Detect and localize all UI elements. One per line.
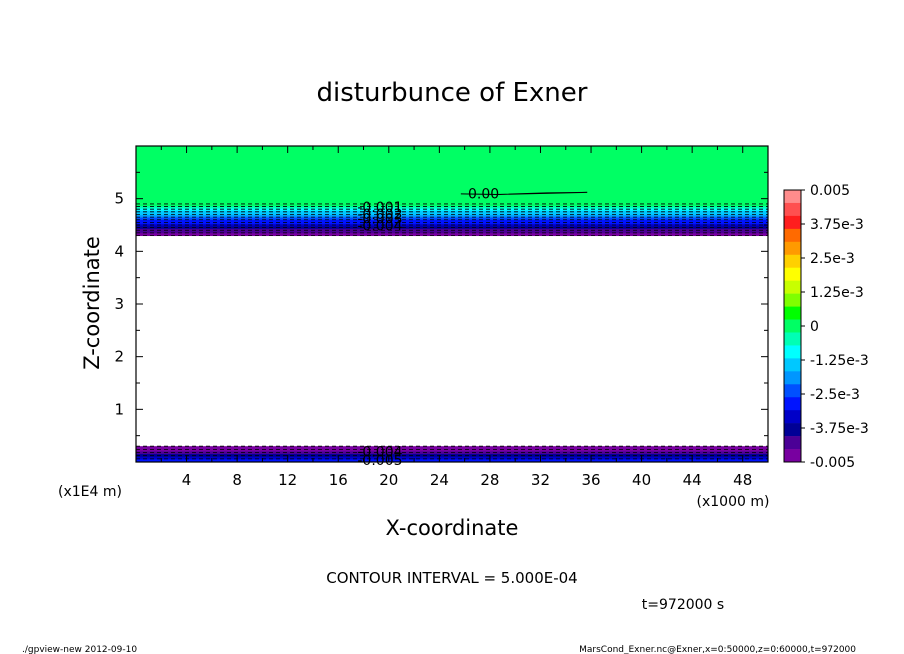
band-strip <box>136 456 768 460</box>
band-strip <box>136 203 768 207</box>
colorbar-swatch <box>784 319 801 333</box>
colorbar-swatch <box>784 280 801 294</box>
x-tick-label: 48 <box>733 471 752 489</box>
band-strip <box>136 224 768 228</box>
band-strip <box>136 221 768 225</box>
x-axis-label: X-coordinate <box>386 516 519 540</box>
y-tick-label: 4 <box>114 242 124 260</box>
x-tick-label: 24 <box>430 471 449 489</box>
colorbar-swatch <box>784 345 801 359</box>
x-tick-label: 12 <box>278 471 297 489</box>
colorbar-swatch <box>784 202 801 217</box>
band-strip <box>136 219 768 223</box>
y-tick-label: 5 <box>114 190 124 208</box>
x-axis-unit: (x1000 m) <box>697 494 770 510</box>
colorbar-tick-label: 0 <box>810 319 819 335</box>
colorbar-swatch <box>784 306 801 320</box>
colorbar-tick-label: -0.005 <box>810 455 855 471</box>
colorbar-tick-label: -2.5e-3 <box>810 387 860 403</box>
contour-label: 0.00 <box>468 186 499 202</box>
colorbar-swatch <box>784 397 801 411</box>
colorbar <box>783 189 802 463</box>
colorbar-swatch <box>784 358 801 372</box>
colorbar-swatch <box>784 449 801 463</box>
contour-line-zero <box>460 191 588 195</box>
y-axis-label: Z-coordinate <box>80 236 104 370</box>
band-strip <box>136 233 768 237</box>
colorbar-swatch <box>784 190 801 204</box>
colorbar-swatch <box>784 293 801 307</box>
colorbar-swatch <box>784 436 801 450</box>
colorbar-swatch <box>784 215 801 230</box>
band-strip <box>136 231 768 234</box>
y-tick-label: 1 <box>114 400 124 418</box>
colorbar-swatch <box>784 228 801 243</box>
x-axis: 4 8 12 16 20 24 28 32 36 40 44 48 <box>135 146 769 489</box>
contour-label: -0.002 <box>357 207 402 223</box>
colorbar-tick-label: 0.005 <box>810 183 850 199</box>
colorbar-swatch <box>784 384 801 398</box>
band-strip <box>136 446 768 450</box>
contour-label: -0.001 <box>357 200 402 216</box>
contour-label: -0.004 <box>357 445 402 461</box>
y-tick-label: 3 <box>114 295 124 313</box>
x-tick-label: 44 <box>683 471 702 489</box>
band-strip <box>136 217 768 221</box>
band-strip <box>136 146 768 204</box>
colorbar-swatch <box>784 332 801 346</box>
x-tick-label: 8 <box>232 471 242 489</box>
colorbar-swatch <box>784 371 801 385</box>
colorbar-swatch <box>784 241 801 256</box>
colorbar-swatch <box>784 410 801 424</box>
band-strip <box>136 448 768 452</box>
band-strip <box>136 451 768 455</box>
plot-area <box>135 145 769 463</box>
x-tick-label: 4 <box>182 471 192 489</box>
colorbar-swatch <box>784 267 801 281</box>
lower-shaded-layer <box>136 446 768 463</box>
contour-interval-label: CONTOUR INTERVAL = 5.000E-04 <box>326 569 577 587</box>
contour-labels: 0.00-0.001-0.002-0.003-0.004-0.004-0.005 <box>357 186 499 468</box>
x-tick-label: 20 <box>379 471 398 489</box>
x-tick-label: 36 <box>581 471 600 489</box>
y-axis-unit: (x1E4 m) <box>58 484 122 500</box>
contour-label: -0.004 <box>357 219 402 235</box>
colorbar-swatch <box>784 254 801 269</box>
y-tick-label: 2 <box>114 348 124 366</box>
x-tick-label: 40 <box>632 471 651 489</box>
colorbar-swatch <box>784 423 801 437</box>
x-tick-label: 16 <box>329 471 348 489</box>
colorbar-tick-label: -3.75e-3 <box>810 421 869 437</box>
footer-right: MarsCond_Exner.nc@Exner,x=0:50000,z=0:60… <box>579 645 856 654</box>
footer-left: ./gpview-new 2012-09-10 <box>22 645 137 654</box>
y-axis: 1 2 3 4 5 <box>114 145 768 463</box>
contour-label: -0.005 <box>357 453 402 469</box>
band-strip <box>136 215 768 218</box>
chart-title: disturbunce of Exner <box>317 78 588 108</box>
x-tick-label: 32 <box>531 471 550 489</box>
time-label: t=972000 s <box>642 597 724 613</box>
contour-lines <box>136 191 768 463</box>
x-tick-label: 28 <box>480 471 499 489</box>
colorbar-tick-label: 2.5e-3 <box>810 251 855 267</box>
contour-label: -0.003 <box>357 212 402 228</box>
colorbar-tick-label: -1.25e-3 <box>810 353 869 369</box>
band-strip <box>136 208 768 212</box>
colorbar-tick-label: 3.75e-3 <box>810 217 864 233</box>
colorbar-tick-label: 1.25e-3 <box>810 285 864 301</box>
band-strip <box>136 459 768 463</box>
colorbar-labels: 0.005 3.75e-3 2.5e-3 1.25e-3 0 -1.25e-3 -2.5e-… <box>801 183 869 471</box>
band-strip <box>136 206 768 209</box>
